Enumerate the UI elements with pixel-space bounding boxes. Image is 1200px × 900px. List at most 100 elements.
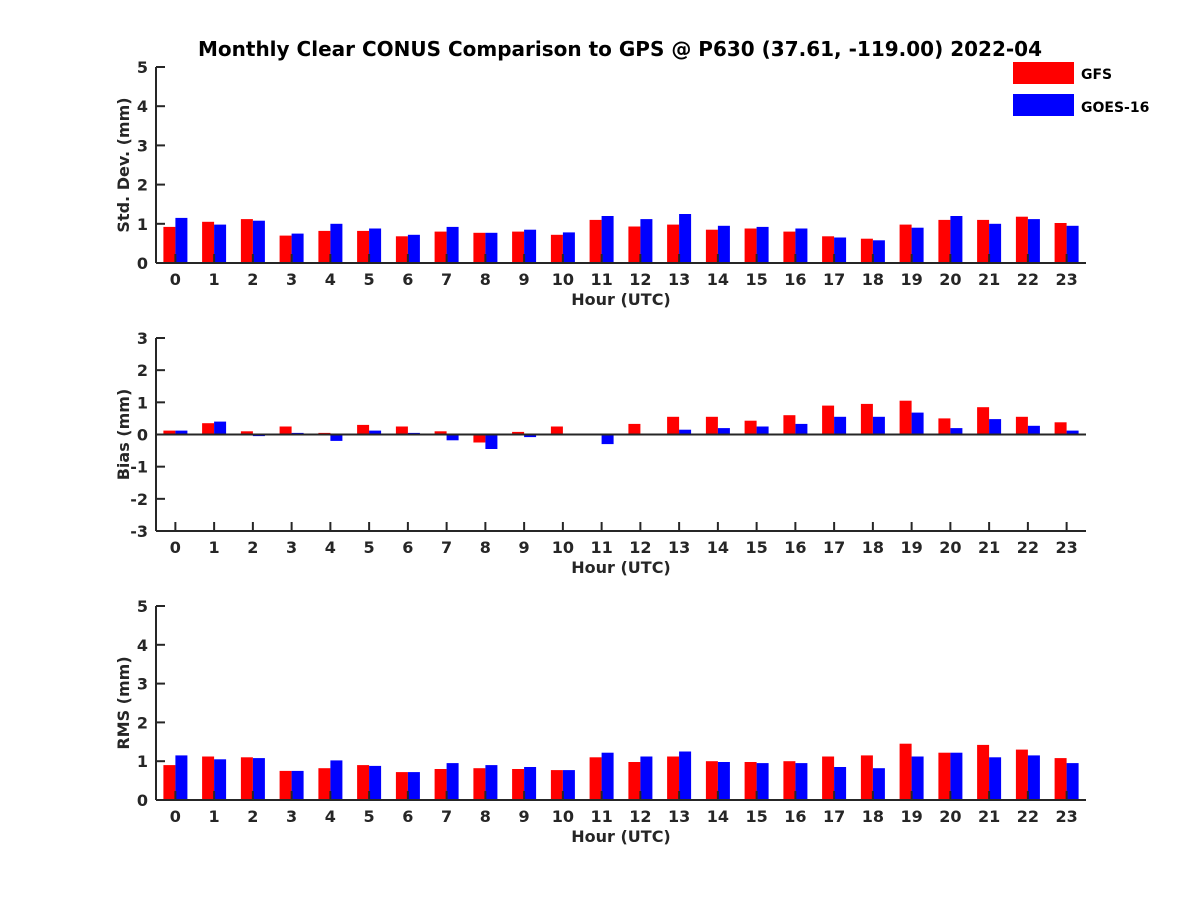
bias-bar-goes16-17	[834, 416, 847, 435]
rms-xtick-label: 23	[1055, 807, 1077, 826]
std-x-axis-label: Hour (UTC)	[571, 290, 671, 309]
bias-bar-goes16-9	[524, 434, 537, 438]
rms-xtick-label: 17	[823, 807, 845, 826]
std-bar-gfs-6	[395, 236, 408, 263]
rms-ytick-label: 1	[137, 752, 148, 771]
std-bar-gfs-17	[822, 236, 835, 263]
std-bar-gfs-8	[473, 232, 486, 263]
bias-bar-goes16-21	[989, 419, 1002, 435]
std-bar-gfs-21	[977, 219, 990, 263]
bias-xtick-label: 7	[441, 538, 452, 557]
legend-label-goes16: GOES-16	[1081, 100, 1149, 116]
rms-bar-goes16-19	[911, 756, 924, 800]
bias-xtick-label: 3	[286, 538, 297, 557]
std-xtick-label: 8	[480, 270, 491, 289]
bias-xtick-label: 21	[978, 538, 1000, 557]
bias-bar-gfs-18	[860, 403, 873, 435]
bias-bar-goes16-11	[601, 434, 614, 445]
bias-ytick-label: 2	[137, 361, 148, 380]
rms-bar-gfs-17	[822, 756, 835, 800]
legend-swatch-goes16	[1013, 94, 1074, 116]
std-ytick-label: 4	[137, 97, 148, 116]
rms-xtick-label: 22	[1017, 807, 1039, 826]
rms-bar-gfs-7	[434, 769, 447, 800]
bias-bar-gfs-5	[357, 424, 370, 435]
rms-bar-gfs-4	[318, 768, 331, 800]
rms-xtick-label: 16	[784, 807, 806, 826]
std-xtick-label: 13	[668, 270, 690, 289]
bias-bar-gfs-9	[512, 431, 525, 435]
std-ytick-label: 0	[137, 254, 148, 273]
rms-bar-gfs-10	[550, 770, 563, 800]
legend-label-gfs: GFS	[1081, 67, 1112, 83]
rms-xtick-label: 4	[325, 807, 336, 826]
bias-bar-gfs-7	[434, 431, 447, 435]
bias-bar-gfs-8	[473, 434, 486, 443]
std-bar-goes16-3	[291, 233, 304, 263]
std-ytick-label: 3	[137, 136, 148, 155]
rms-xtick-label: 8	[480, 807, 491, 826]
rms-bar-goes16-10	[562, 770, 575, 800]
bias-xtick-label: 13	[668, 538, 690, 557]
bias-bar-goes16-19	[911, 412, 924, 435]
std-bar-gfs-12	[628, 226, 641, 263]
rms-bar-goes16-21	[989, 757, 1002, 800]
bias-bar-gfs-6	[395, 426, 408, 435]
bias-xtick-label: 0	[170, 538, 181, 557]
rms-xtick-label: 1	[209, 807, 220, 826]
bias-bar-gfs-15	[744, 420, 757, 435]
std-bar-goes16-10	[562, 232, 575, 263]
bias-ytick-label: -1	[130, 458, 148, 477]
rms-bar-goes16-22	[1027, 755, 1040, 800]
rms-bar-goes16-2	[252, 758, 265, 800]
std-bar-goes16-6	[407, 234, 420, 263]
bias-bar-gfs-2	[240, 431, 253, 435]
bias-bar-gfs-1	[202, 423, 215, 435]
std-bar-gfs-14	[705, 229, 718, 263]
std-xtick-label: 23	[1055, 270, 1077, 289]
std-xtick-label: 21	[978, 270, 1000, 289]
rms-ytick-label: 4	[137, 636, 148, 655]
rms-xtick-label: 5	[364, 807, 375, 826]
rms-bar-goes16-7	[446, 763, 459, 800]
bias-bar-goes16-23	[1066, 430, 1079, 435]
bias-xtick-label: 1	[209, 538, 220, 557]
rms-bar-gfs-14	[705, 761, 718, 800]
rms-bar-goes16-8	[485, 765, 498, 800]
rms-bar-gfs-2	[240, 757, 253, 800]
std-bar-gfs-11	[589, 219, 602, 263]
std-xtick-label: 15	[745, 270, 767, 289]
rms-xtick-label: 2	[247, 807, 258, 826]
std-bar-gfs-5	[357, 230, 370, 263]
rms-y-axis-label: RMS (mm)	[114, 656, 133, 749]
rms-bar-gfs-8	[473, 768, 486, 800]
std-bar-goes16-20	[950, 216, 963, 263]
rms-bar-gfs-20	[938, 752, 951, 800]
rms-bar-gfs-23	[1054, 758, 1067, 800]
rms-ytick-label: 2	[137, 713, 148, 732]
std-bar-goes16-19	[911, 227, 924, 263]
std-bar-goes16-14	[717, 225, 730, 263]
bias-bar-goes16-14	[717, 428, 730, 435]
std-bar-goes16-17	[834, 237, 847, 263]
std-bar-gfs-2	[240, 219, 253, 263]
rms-x-axis-label: Hour (UTC)	[571, 827, 671, 846]
bias-xtick-label: 6	[402, 538, 413, 557]
std-bar-goes16-0	[175, 217, 188, 263]
rms-xtick-label: 12	[629, 807, 651, 826]
std-bar-gfs-3	[279, 235, 292, 263]
rms-xtick-label: 7	[441, 807, 452, 826]
bias-xtick-label: 2	[247, 538, 258, 557]
rms-bar-goes16-14	[717, 762, 730, 800]
rms-xtick-label: 11	[590, 807, 612, 826]
rms-bar-goes16-23	[1066, 763, 1079, 800]
bias-bar-gfs-22	[1015, 416, 1028, 435]
bias-xtick-label: 5	[364, 538, 375, 557]
bias-ytick-label: 3	[137, 329, 148, 348]
std-bar-gfs-4	[318, 230, 331, 263]
bias-ytick-label: 0	[137, 426, 148, 445]
rms-bar-goes16-1	[214, 759, 227, 800]
std-ytick-label: 5	[137, 58, 148, 77]
